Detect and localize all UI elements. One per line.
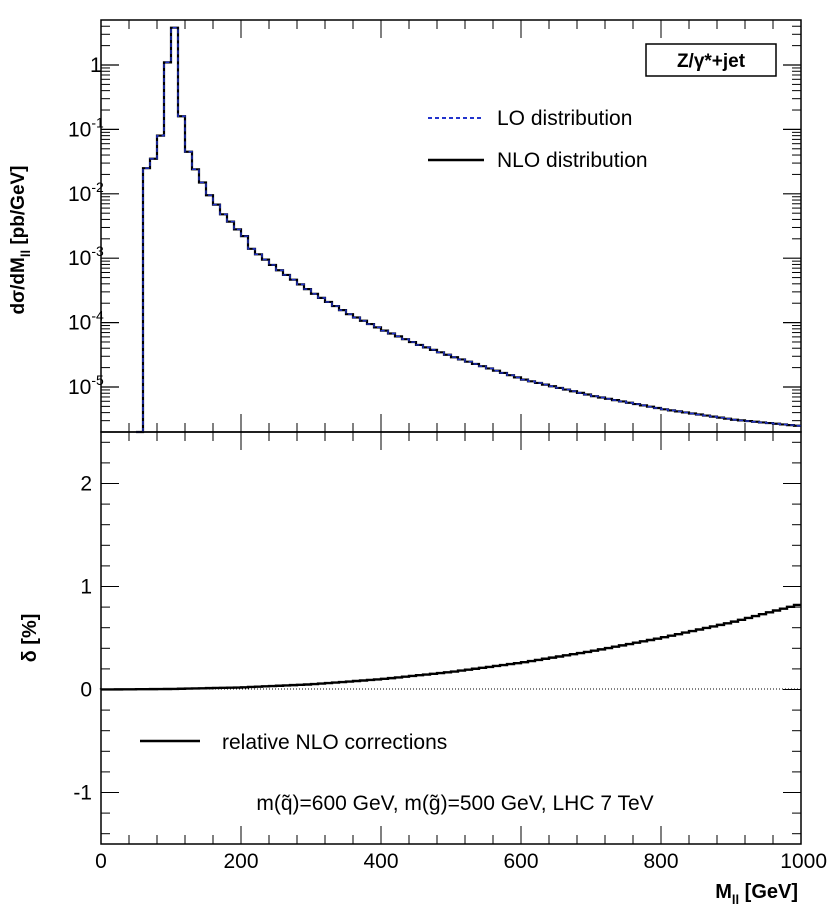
xlabel: Mll [GeV] bbox=[715, 881, 798, 907]
top-y-axis: 110-110-210-310-410-5 bbox=[68, 19, 801, 433]
bottom-axes: -1 0 1 2 0 200 400 600 800 1000 bbox=[73, 432, 827, 873]
top-x-ticks bbox=[100, 20, 802, 432]
process-label: Z/γ*+jet bbox=[677, 51, 746, 72]
lo-histogram bbox=[136, 26, 801, 433]
top-y-tick-label: 10-1 bbox=[68, 114, 104, 141]
top-frame bbox=[100, 19, 802, 433]
xlabel-units: [GeV] bbox=[745, 881, 798, 903]
top-y-tick-base: 10 bbox=[68, 376, 91, 399]
bottom-frame bbox=[100, 431, 802, 845]
bottom-panel: -1 0 1 2 0 200 400 600 800 1000 δ [%] relative NL… bbox=[19, 431, 827, 907]
ylabel-bottom: δ [%] bbox=[19, 614, 41, 663]
bottom-x-tick-label: 800 bbox=[643, 850, 678, 873]
nlo-histogram bbox=[136, 26, 801, 434]
bottom-legend: relative NLO corrections bbox=[140, 731, 447, 754]
xlabel-main: M bbox=[715, 881, 732, 903]
relative-nlo-curve bbox=[99, 603, 801, 691]
legend-nlo-label: NLO distribution bbox=[497, 149, 648, 172]
top-y-tick-label: 10-3 bbox=[68, 243, 104, 270]
top-panel: 110-110-210-310-410-5 dσ/dMll [pb/GeV] Z… bbox=[8, 19, 802, 434]
bottom-y-tick-label: -1 bbox=[73, 782, 92, 805]
legend-rel-label: relative NLO corrections bbox=[222, 731, 447, 754]
svg-text:dσ/dMll [pb/GeV]: dσ/dMll [pb/GeV] bbox=[8, 165, 33, 314]
process-box: Z/γ*+jet bbox=[645, 43, 777, 77]
top-y-tick-base: 10 bbox=[68, 247, 91, 270]
bottom-x-tick-label: 600 bbox=[503, 850, 538, 873]
top-y-tick-base: 10 bbox=[68, 183, 91, 206]
bottom-y-tick-label: 1 bbox=[80, 576, 92, 599]
top-y-tick-label: 10-5 bbox=[68, 372, 104, 399]
ylabel-top-sub: ll bbox=[18, 250, 33, 257]
top-y-tick-base: 10 bbox=[68, 312, 91, 335]
bottom-x-tick-label: 400 bbox=[363, 850, 398, 873]
ylabel-bottom-text: δ [%] bbox=[19, 614, 41, 663]
bottom-y-tick-label: 0 bbox=[80, 679, 92, 702]
bottom-x-tick-label: 0 bbox=[95, 850, 107, 873]
top-legend: LO distribution NLO distribution bbox=[428, 107, 648, 172]
top-y-tick-base: 10 bbox=[68, 118, 91, 141]
ylabel-top: dσ/dMll [pb/GeV] bbox=[8, 165, 33, 314]
ylabel-top-units: [pb/GeV] bbox=[8, 165, 29, 244]
annotation: m(q̃)=600 GeV, m(g̃)=500 GeV, LHC 7 TeV bbox=[256, 792, 653, 815]
top-y-tick-label: 10-2 bbox=[68, 179, 104, 206]
bottom-series bbox=[99, 603, 801, 691]
bottom-x-tick-label: 1000 bbox=[780, 850, 827, 873]
top-y-tick-label: 1 bbox=[90, 54, 102, 77]
top-y-tick-exp: -2 bbox=[91, 179, 104, 195]
bottom-y-tick-label: 2 bbox=[80, 473, 92, 496]
bottom-x-tick-label: 200 bbox=[223, 850, 258, 873]
top-y-tick-exp: -5 bbox=[91, 372, 104, 388]
top-series bbox=[136, 26, 801, 434]
xlabel-sub: ll bbox=[732, 892, 739, 907]
top-y-tick-exp: -1 bbox=[91, 114, 104, 130]
top-y-tick-label: 10-4 bbox=[68, 308, 104, 335]
top-y-tick-exp: -3 bbox=[91, 243, 104, 259]
top-y-tick-exp: -4 bbox=[91, 308, 104, 324]
legend-lo-label: LO distribution bbox=[497, 107, 632, 130]
ylabel-top-main: dσ/dM bbox=[8, 257, 29, 314]
top-y-tick-base: 1 bbox=[90, 54, 102, 77]
